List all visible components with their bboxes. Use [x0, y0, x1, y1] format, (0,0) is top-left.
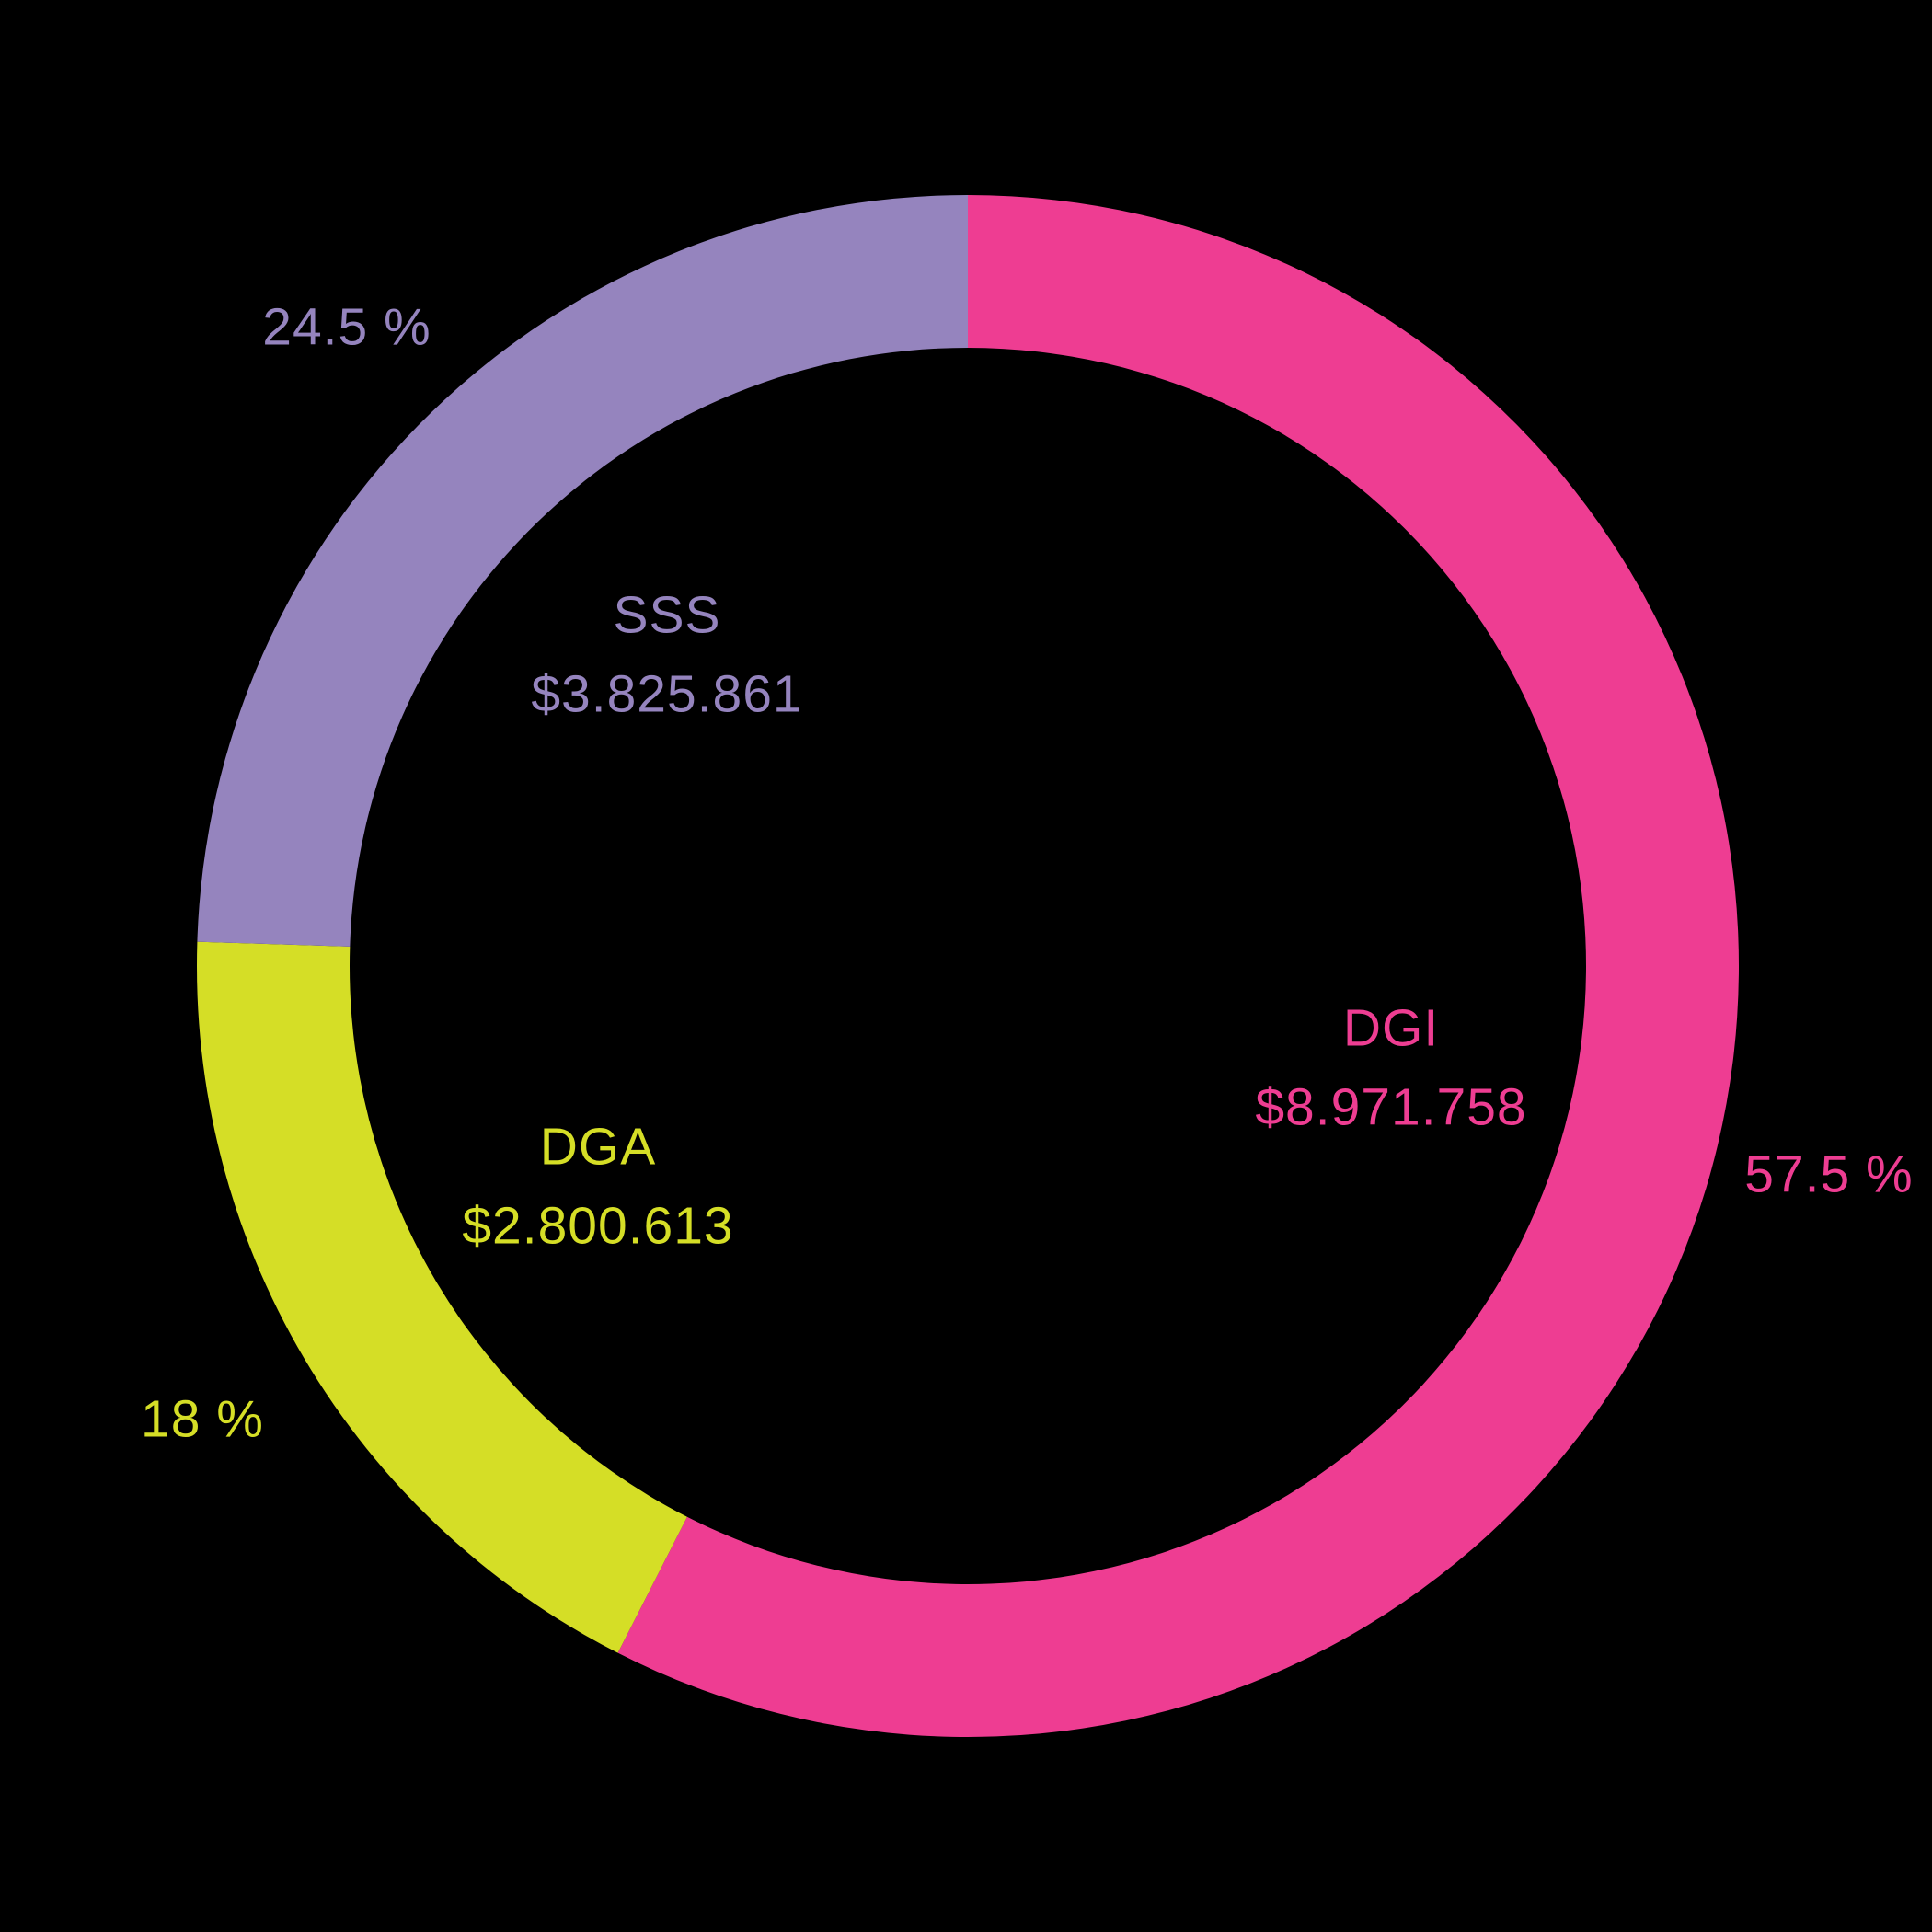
slice-name-dga: DGA — [539, 1117, 657, 1177]
percent-label-sss: 24.5 % — [262, 297, 431, 357]
inner-label-dgi: DGI $8.971.758 — [1255, 990, 1526, 1147]
slice-dgi[interactable] — [617, 195, 1740, 1737]
slice-dga[interactable] — [196, 941, 687, 1653]
percent-label-dga: 18 % — [141, 1389, 264, 1449]
slice-name-sss: SSS — [613, 585, 721, 645]
slice-name-dgi: DGI — [1342, 998, 1440, 1058]
slice-value-sss: $3.825.861 — [531, 664, 803, 723]
slice-value-dga: $2.800.613 — [462, 1196, 734, 1255]
inner-label-sss: SSS $3.825.861 — [531, 577, 802, 734]
slice-value-dgi: $8.971.758 — [1255, 1077, 1527, 1136]
percent-label-dgi: 57.5 % — [1744, 1144, 1914, 1204]
slice-sss[interactable] — [197, 195, 968, 947]
inner-label-dga: DGA $2.800.613 — [462, 1109, 733, 1266]
